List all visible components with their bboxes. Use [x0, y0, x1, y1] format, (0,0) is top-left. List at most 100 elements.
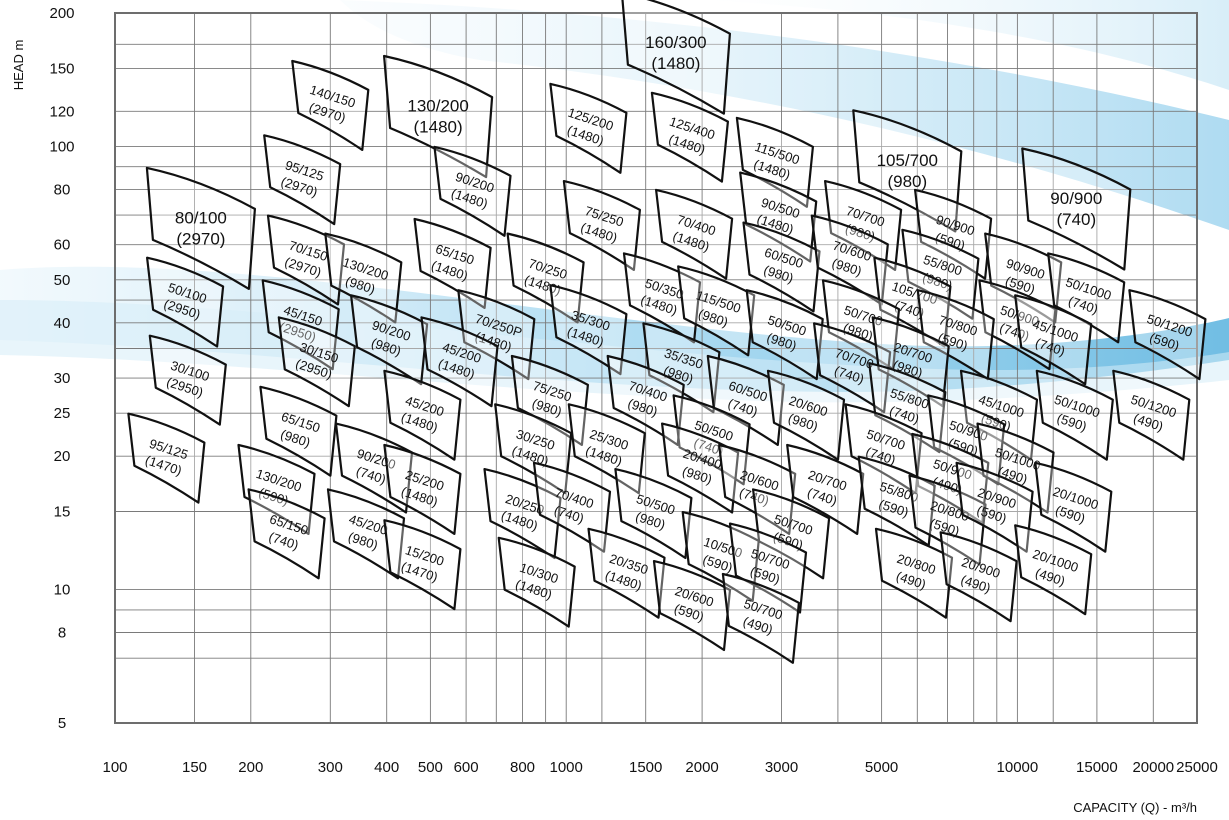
pump-zone: 60/500(740): [706, 354, 785, 446]
pump-zone-outline: [606, 354, 685, 446]
pump-zone-outline: [383, 369, 462, 461]
pump-zone-outline: [1014, 524, 1093, 616]
pump-zone: 140/150(2970): [291, 59, 370, 151]
pump-zone: 20/600(980): [766, 369, 846, 461]
pump-zone: 130/200(980): [324, 232, 403, 324]
pump-zone-outline: [127, 412, 206, 504]
pump-zone-outline: [383, 519, 462, 611]
pump-zone-outline: [1034, 461, 1113, 553]
pump-zone-speed-label: (2970): [176, 229, 225, 248]
y-tick-label: 120: [49, 103, 74, 120]
pump-zone: 70/250(1480): [506, 232, 585, 324]
pump-zone-outline: [326, 488, 406, 580]
pump-zone: 55/800(740): [868, 362, 947, 454]
pump-zones: 160/300(1480)140/150(2970) 130/200(1480) 1…: [127, 0, 1207, 664]
pump-zone: 50/1200(490): [1112, 369, 1191, 461]
pump-zone-outline: [655, 188, 734, 280]
y-tick-label: 40: [54, 315, 71, 332]
x-tick-label: 2000: [685, 759, 718, 776]
pump-zone: 20/1000(490): [1014, 524, 1093, 616]
pump-zone-outline: [1112, 369, 1191, 461]
pump-zone: 50/1000(740): [1047, 252, 1126, 344]
pump-zone: 90/200(740): [334, 422, 414, 514]
pump-zone: 20/800(590): [908, 474, 987, 566]
pump-zone: 50/900(740): [978, 279, 1057, 371]
pump-zone-speed-label: (1480): [651, 54, 700, 73]
pump-zone: 105/700(740): [873, 256, 952, 348]
pump-zone-outline: [562, 180, 641, 271]
pump-zone: 50/1000(490): [976, 422, 1055, 514]
pump-zone-outline: [420, 316, 499, 408]
pump-zone-outline: [939, 531, 1018, 623]
y-tick-label: 15: [54, 504, 71, 521]
x-tick-label: 600: [454, 759, 479, 776]
pump-zone: 30/250(1480): [494, 403, 573, 495]
pump-zone-speed-label: (980): [887, 172, 927, 191]
x-tick-label: 300: [318, 759, 343, 776]
pump-zone: 50/700(980): [821, 279, 901, 371]
pump-zone-outline: [259, 385, 338, 477]
pump-zone: 90/900(590): [914, 188, 993, 280]
x-tick-label: 150: [182, 759, 207, 776]
x-tick-label: 1500: [629, 759, 662, 776]
pump-zone-outline: [959, 369, 1039, 461]
pump-zone: 45/200(980): [326, 488, 406, 580]
y-tick-label: 200: [49, 5, 74, 22]
x-tick-label: 200: [238, 759, 263, 776]
pump-zone-outline: [247, 488, 326, 580]
y-tick-label: 60: [54, 237, 71, 254]
pump-zone-outline: [810, 214, 889, 306]
pump-zone-outline: [277, 316, 356, 408]
pump-zone: 75/250(1480): [562, 180, 641, 271]
y-axis-tick-labels: 5 8 10 15 20 25 30 40 50 60 80 100 120 150 200: [49, 5, 74, 732]
x-tick-label: 5000: [865, 759, 898, 776]
x-tick-label: 3000: [765, 759, 798, 776]
pump-zone-outline: [868, 362, 947, 454]
pump-zone: 90/900 (740): [1021, 147, 1132, 271]
pump-zone-outline: [976, 422, 1055, 514]
pump-zone: 50/700(590): [752, 488, 831, 580]
pump-zone: 130/200 (1480): [383, 54, 494, 179]
pump-zone-outline: [852, 109, 963, 233]
pump-zone-outline: [786, 443, 865, 535]
pump-zone: 70/400(980): [606, 354, 685, 446]
x-tick-label: 1000: [550, 759, 583, 776]
pump-zone: 90/900(590): [984, 232, 1063, 324]
x-tick-label: 800: [510, 759, 535, 776]
pump-zone-model-label: 80/100: [175, 208, 227, 227]
pump-zone: 35/350(980): [642, 322, 721, 414]
pump-zone: 90/200(1480): [433, 145, 512, 237]
pump-zone-model-label: 130/200: [407, 97, 468, 116]
pump-zone-outline: [549, 284, 628, 376]
pump-zone-outline: [873, 256, 952, 348]
pump-zone-outline: [263, 134, 342, 226]
pump-zone: 50/100(2950): [146, 256, 225, 348]
pump-zone-outline: [978, 279, 1057, 371]
pump-zone: 65/150(740): [247, 488, 326, 580]
pump-zone: 65/150(980): [259, 385, 338, 477]
pump-zone: 125/200(1480): [549, 82, 628, 174]
x-axis-title: CAPACITY (Q) - m³/h: [1073, 800, 1197, 815]
pump-zone-outline: [901, 228, 980, 320]
pump-zone: 125/400(1480): [650, 91, 729, 183]
pump-zone-outline: [383, 54, 494, 179]
pump-zone-outline: [622, 252, 702, 344]
pump-zone-model-label: 105/700: [877, 151, 938, 170]
pump-zone: 70/700(980): [824, 180, 903, 271]
pump-zone-model-label: 90/900: [1050, 189, 1102, 208]
pump-zone-outline: [383, 443, 462, 535]
pump-zone: 20/800(490): [874, 527, 954, 619]
pump-zone: 25/200(1480): [383, 443, 462, 535]
pump-zone-outline: [745, 289, 824, 381]
y-tick-label: 50: [54, 272, 71, 289]
pump-zone: 20/1000(590): [1034, 461, 1113, 553]
pump-zone-outline: [652, 560, 732, 652]
y-tick-label: 100: [49, 138, 74, 155]
x-tick-label: 10000: [997, 759, 1039, 776]
pump-zone: 50/1000(590): [1035, 369, 1114, 461]
pump-zone: 30/150(2950): [277, 316, 356, 408]
plot-frame: [114, 12, 1198, 724]
pump-zone-outline: [497, 536, 576, 628]
y-tick-label: 150: [49, 60, 74, 77]
pump-zone: 20/900(590): [955, 461, 1034, 553]
